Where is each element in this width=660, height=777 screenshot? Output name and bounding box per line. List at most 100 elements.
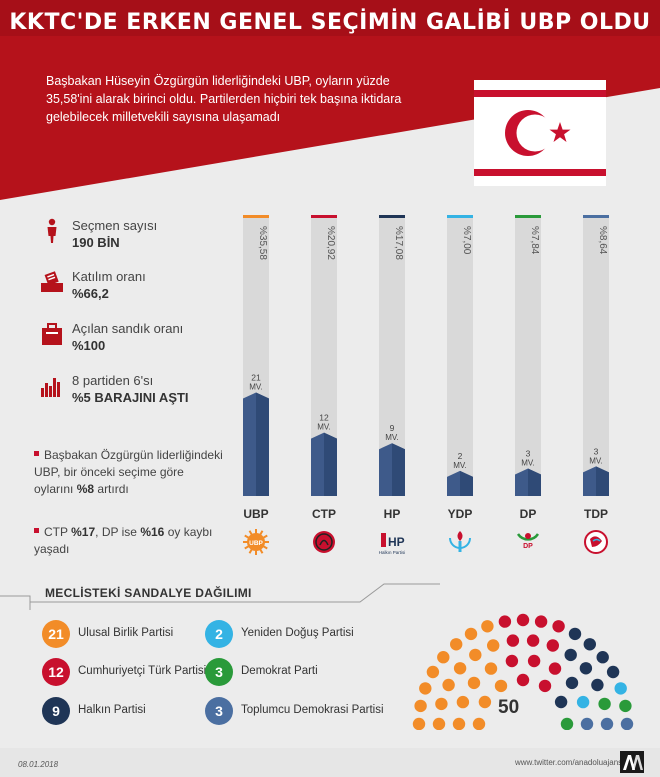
- seat-dot: [579, 662, 593, 675]
- stat-voters: Seçmen sayısı 190 BİN: [40, 218, 240, 254]
- stat-label: Açılan sandık oranı: [72, 321, 184, 336]
- voter-icon: [47, 218, 57, 243]
- category-label: HP: [384, 507, 401, 521]
- seat-dot: [534, 615, 548, 628]
- bar-shade: [324, 432, 337, 496]
- seat-dot: [426, 665, 440, 679]
- seat-unit-label: MV.: [317, 423, 331, 432]
- seat-dot: [452, 717, 466, 730]
- trnc-flag-icon: [474, 80, 606, 186]
- seat-count-label: 3: [594, 446, 599, 456]
- seat-dot: [600, 717, 614, 730]
- logo-mark: [592, 538, 601, 542]
- bar-track: [583, 218, 609, 496]
- vote-share-label: %8,64: [597, 226, 608, 255]
- ballot-icon: [41, 271, 63, 292]
- seat-dot: [469, 648, 482, 662]
- logo-ring: [315, 533, 333, 551]
- seat-dot: [606, 665, 620, 679]
- seat-dot: [481, 620, 494, 633]
- party-color-cap: [447, 215, 473, 218]
- seat-count-label: 3: [526, 449, 531, 459]
- seat-count-label: 21: [251, 373, 261, 383]
- stat-value: %5 BARAJINI AŞTI: [72, 390, 189, 405]
- party-color-cap: [311, 215, 337, 218]
- seat-count-badge: 9: [42, 697, 70, 725]
- seat-unit-label: MV.: [521, 459, 535, 468]
- seat-dot: [565, 676, 579, 690]
- note-text: CTP: [44, 525, 68, 539]
- seat-dot: [564, 648, 577, 662]
- torch-flame: [457, 531, 463, 541]
- dove-mark: [590, 536, 602, 547]
- party-name: Halkın Partisi: [78, 704, 146, 716]
- seat-count-badge: 3: [205, 697, 233, 725]
- bar-chart-icon: [41, 378, 60, 397]
- seat-dot: [526, 634, 540, 647]
- seat-dot: [414, 699, 427, 713]
- vote-share-label: %7,84: [529, 226, 540, 255]
- party-logo-ubp: UBP: [243, 529, 269, 555]
- seat-dot: [546, 639, 559, 652]
- bullet: [34, 451, 39, 457]
- seat-dot: [614, 682, 627, 695]
- seat-unit-label: MV.: [589, 456, 603, 465]
- category-label: DP: [520, 507, 537, 521]
- stat-label: Katılım oranı: [72, 269, 146, 284]
- seat-dot: [442, 678, 455, 692]
- seat-count-badge: 3: [205, 658, 233, 686]
- bar-shade: [596, 466, 609, 496]
- total-seats: 50: [498, 697, 520, 718]
- seat-dot: [527, 654, 541, 668]
- note-highlight: %16: [140, 525, 165, 539]
- note-text: artırdı: [97, 482, 129, 496]
- bar-group-tdp: %8,64 3MV. TDP: [583, 215, 609, 554]
- torch-handle: [458, 541, 462, 552]
- seat-dot: [619, 699, 632, 713]
- vote-share-label: %20,92: [325, 226, 336, 260]
- vote-share-label: %7,00: [461, 226, 472, 255]
- legend-item-hp: 9 Halkın Partisi: [42, 697, 232, 725]
- party-color-cap: [243, 215, 269, 218]
- legend-item-ubp: 21 Ulusal Birlik Partisi: [42, 620, 232, 648]
- logo-mark: [381, 533, 386, 547]
- seat-dot: [456, 695, 470, 709]
- stat-value: %66,2: [72, 286, 109, 301]
- seat-dot: [576, 695, 590, 709]
- seat-dot: [568, 627, 582, 641]
- vote-share-bar-chart: %35,5821MV.UBPUBP%20,9212MV.CTP%17,089MV…: [243, 215, 609, 555]
- party-color-cap: [379, 215, 405, 218]
- logo-wreath: [516, 533, 540, 541]
- legend-item-tdp: 3 Toplumcu Demokrasi Partisi: [205, 697, 395, 725]
- seat-dot: [432, 717, 446, 730]
- logo-subtext: Halkın Partisi: [379, 550, 406, 555]
- seat-dot: [580, 717, 594, 730]
- seat-dot: [498, 615, 512, 628]
- seat-dot: [620, 717, 634, 730]
- stat-value: %100: [72, 338, 106, 353]
- seat-dot: [548, 662, 562, 675]
- seat-dot: [450, 638, 463, 651]
- bullet: [34, 528, 39, 534]
- seat-dot: [437, 651, 450, 664]
- seat-dot: [472, 717, 486, 730]
- publish-date: 08.01.2018: [18, 760, 59, 769]
- seat-dot: [538, 679, 552, 693]
- seat-dot: [435, 697, 448, 711]
- party-logo-ydp: [449, 531, 471, 552]
- legend-item-dp: 3 Demokrat Parti: [205, 658, 395, 686]
- seat-dot: [554, 695, 568, 709]
- twitter-link[interactable]: www.twitter.com/anadoluajansi: [515, 758, 624, 767]
- seat-distribution-title: MECLİSTEKİ SANDALYE DAĞILIMI: [45, 586, 252, 600]
- category-label: CTP: [312, 507, 336, 521]
- seat-count-badge: 2: [205, 620, 233, 648]
- stat-turnout: Katılım oranı %66,2: [40, 269, 240, 305]
- logo-text: HP: [388, 535, 405, 549]
- header-background: [0, 0, 660, 200]
- seat-dot: [484, 662, 498, 675]
- seat-dot: [516, 613, 530, 627]
